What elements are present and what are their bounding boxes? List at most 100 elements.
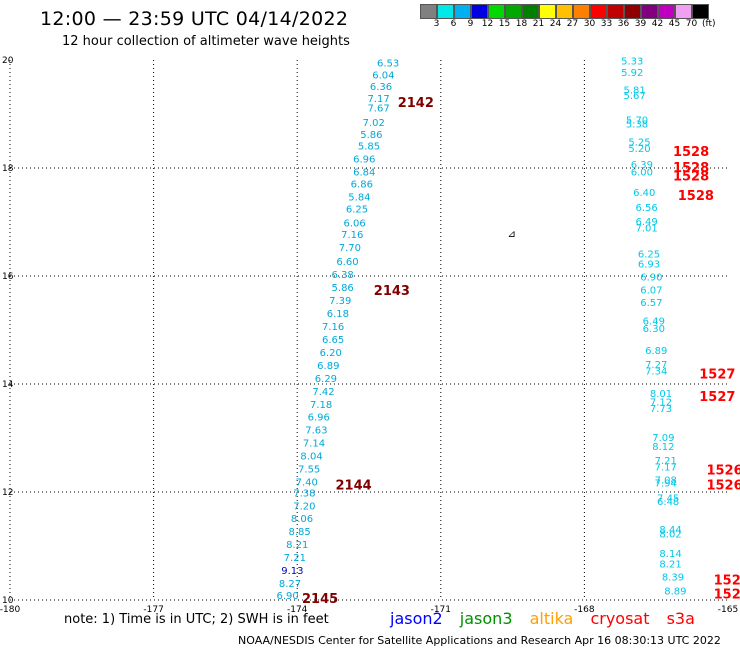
wave-height-value: 5.85	[358, 142, 380, 153]
pass-number-label: 1528	[678, 189, 714, 204]
wave-height-value: 7.42	[312, 387, 334, 398]
color-swatch	[488, 4, 505, 19]
pass-number-label: 2143	[374, 284, 410, 299]
legend-altika: altika	[529, 609, 574, 628]
color-scale-label: 6	[450, 19, 457, 29]
color-scale-label: 45	[668, 19, 681, 29]
lat-tick-label: 18	[2, 164, 14, 174]
wave-height-value: 6.49	[643, 317, 665, 328]
legend-s3a: s3a	[666, 609, 695, 628]
wave-height-value: 6.39	[631, 160, 653, 171]
wave-height-value: 6.29	[315, 374, 337, 385]
wave-height-value: 6.84	[353, 168, 375, 179]
color-scale-label: 42	[651, 19, 664, 29]
color-scale-label: 21	[532, 19, 545, 29]
color-scale-label: 3	[433, 19, 440, 29]
lat-tick-label: 20	[2, 56, 14, 66]
color-swatch	[539, 4, 556, 19]
wave-height-value: 6.93	[638, 259, 660, 270]
color-scale-label: 12	[481, 19, 494, 29]
legend-jason2: jason2	[390, 609, 443, 628]
wave-height-value: 7.45	[657, 494, 679, 505]
wave-height-value: 6.86	[351, 179, 373, 190]
wave-height-value: 6.20	[320, 348, 342, 359]
color-scale-swatches	[420, 4, 716, 19]
lat-tick-label: 12	[2, 488, 13, 498]
lon-tick-label: -174	[287, 605, 308, 615]
pass-number-label: 152	[714, 588, 740, 603]
color-swatch	[590, 4, 607, 19]
color-swatch	[675, 4, 692, 19]
wave-height-value: 6.25	[346, 204, 368, 215]
wave-height-value: 8.44	[659, 525, 681, 536]
wave-height-value: 7.16	[341, 230, 363, 241]
color-swatch	[624, 4, 641, 19]
wave-height-value: 8.39	[662, 573, 684, 584]
wave-height-value: 6.18	[327, 309, 349, 320]
lat-tick-label: 16	[2, 272, 14, 282]
wave-height-value: 6.48	[657, 497, 679, 508]
pass-number-label: 152	[714, 574, 740, 589]
satellite-legend: jason2 jason3 altika cryosat s3a	[390, 609, 707, 628]
wave-height-value: 8.06	[291, 514, 313, 525]
pass-number-label: 1528	[673, 145, 709, 160]
color-scale-label: 9	[467, 19, 474, 29]
color-swatch	[692, 4, 709, 19]
lon-tick-label: -180	[0, 605, 20, 615]
wave-height-value: 8.21	[659, 560, 681, 571]
wave-height-value: 7.27	[645, 360, 667, 371]
wave-height-value: 5.67	[624, 91, 646, 102]
map-title: 12:00 — 23:59 UTC 04/14/2022	[40, 8, 349, 30]
wave-height-value: 6.07	[640, 285, 662, 296]
color-scale-label: 33	[600, 19, 613, 29]
wave-height-value: 6.40	[633, 188, 655, 199]
wave-height-value: 6.06	[344, 218, 366, 229]
lat-tick-label: 14	[2, 380, 14, 390]
wave-height-value: 9.13	[281, 566, 303, 577]
wave-height-value: 6.89	[317, 361, 339, 372]
map-axes: -180 -177 -174 -171 -168 -165 20 18 16 14 12 10	[0, 56, 738, 615]
wave-height-value: 7.17	[655, 462, 677, 473]
pass-number-label: 1526	[706, 463, 740, 478]
credit-footer: NOAA/NESDIS Center for Satellite Applica…	[238, 634, 721, 647]
island-marker: ⊿	[507, 229, 515, 240]
wave-height-value: 8.14	[659, 549, 681, 560]
wave-height-value: 6.56	[635, 203, 657, 214]
wave-height-value: 7.08	[655, 475, 677, 486]
wave-height-value: 7.21	[284, 553, 306, 564]
wave-height-value: 8.04	[300, 452, 322, 463]
wave-height-value: 8.21	[286, 540, 308, 551]
color-swatch	[658, 4, 675, 19]
wave-height-value: 5.70	[626, 116, 648, 127]
pass-labels: 2142214321442145152815281528152815271527…	[302, 96, 740, 607]
color-scale-unit: (ft)	[702, 19, 716, 29]
wave-height-value: 7.18	[310, 400, 332, 411]
wave-height-value: 7.63	[305, 426, 327, 437]
wave-height-value: 7.73	[650, 404, 672, 415]
wave-height-value: 6.96	[353, 155, 375, 166]
wave-height-value: 6.90	[640, 272, 662, 283]
color-scale-label: 24	[549, 19, 562, 29]
lon-tick-label: -168	[574, 605, 595, 615]
wave-height-value: 5.86	[360, 130, 382, 141]
wave-height-value: 6.90	[276, 591, 298, 602]
footnote: note: 1) Time is in UTC; 2) SWH is in fe…	[64, 612, 329, 627]
legend-jason3: jason3	[459, 609, 513, 628]
color-swatch	[454, 4, 471, 19]
wave-height-value: 7.55	[298, 465, 320, 476]
wave-height-value: 5.81	[624, 85, 646, 96]
wave-height-value: 6.89	[645, 346, 667, 357]
pass-number-label: 1526	[706, 479, 740, 494]
wave-height-value: 5.84	[348, 192, 370, 203]
color-scale-label: 30	[583, 19, 596, 29]
wave-height-value: 5.86	[332, 283, 354, 294]
color-swatch	[522, 4, 539, 19]
wave-height-value: 5.33	[621, 56, 643, 67]
wave-height-value: 6.49	[635, 217, 657, 228]
wave-height-value: 5.20	[628, 144, 650, 155]
color-swatch	[641, 4, 658, 19]
map-subtitle: 12 hour collection of altimeter wave hei…	[62, 34, 350, 49]
wave-height-value: 7.94	[655, 479, 677, 490]
wave-height-value: 8.01	[650, 389, 672, 400]
